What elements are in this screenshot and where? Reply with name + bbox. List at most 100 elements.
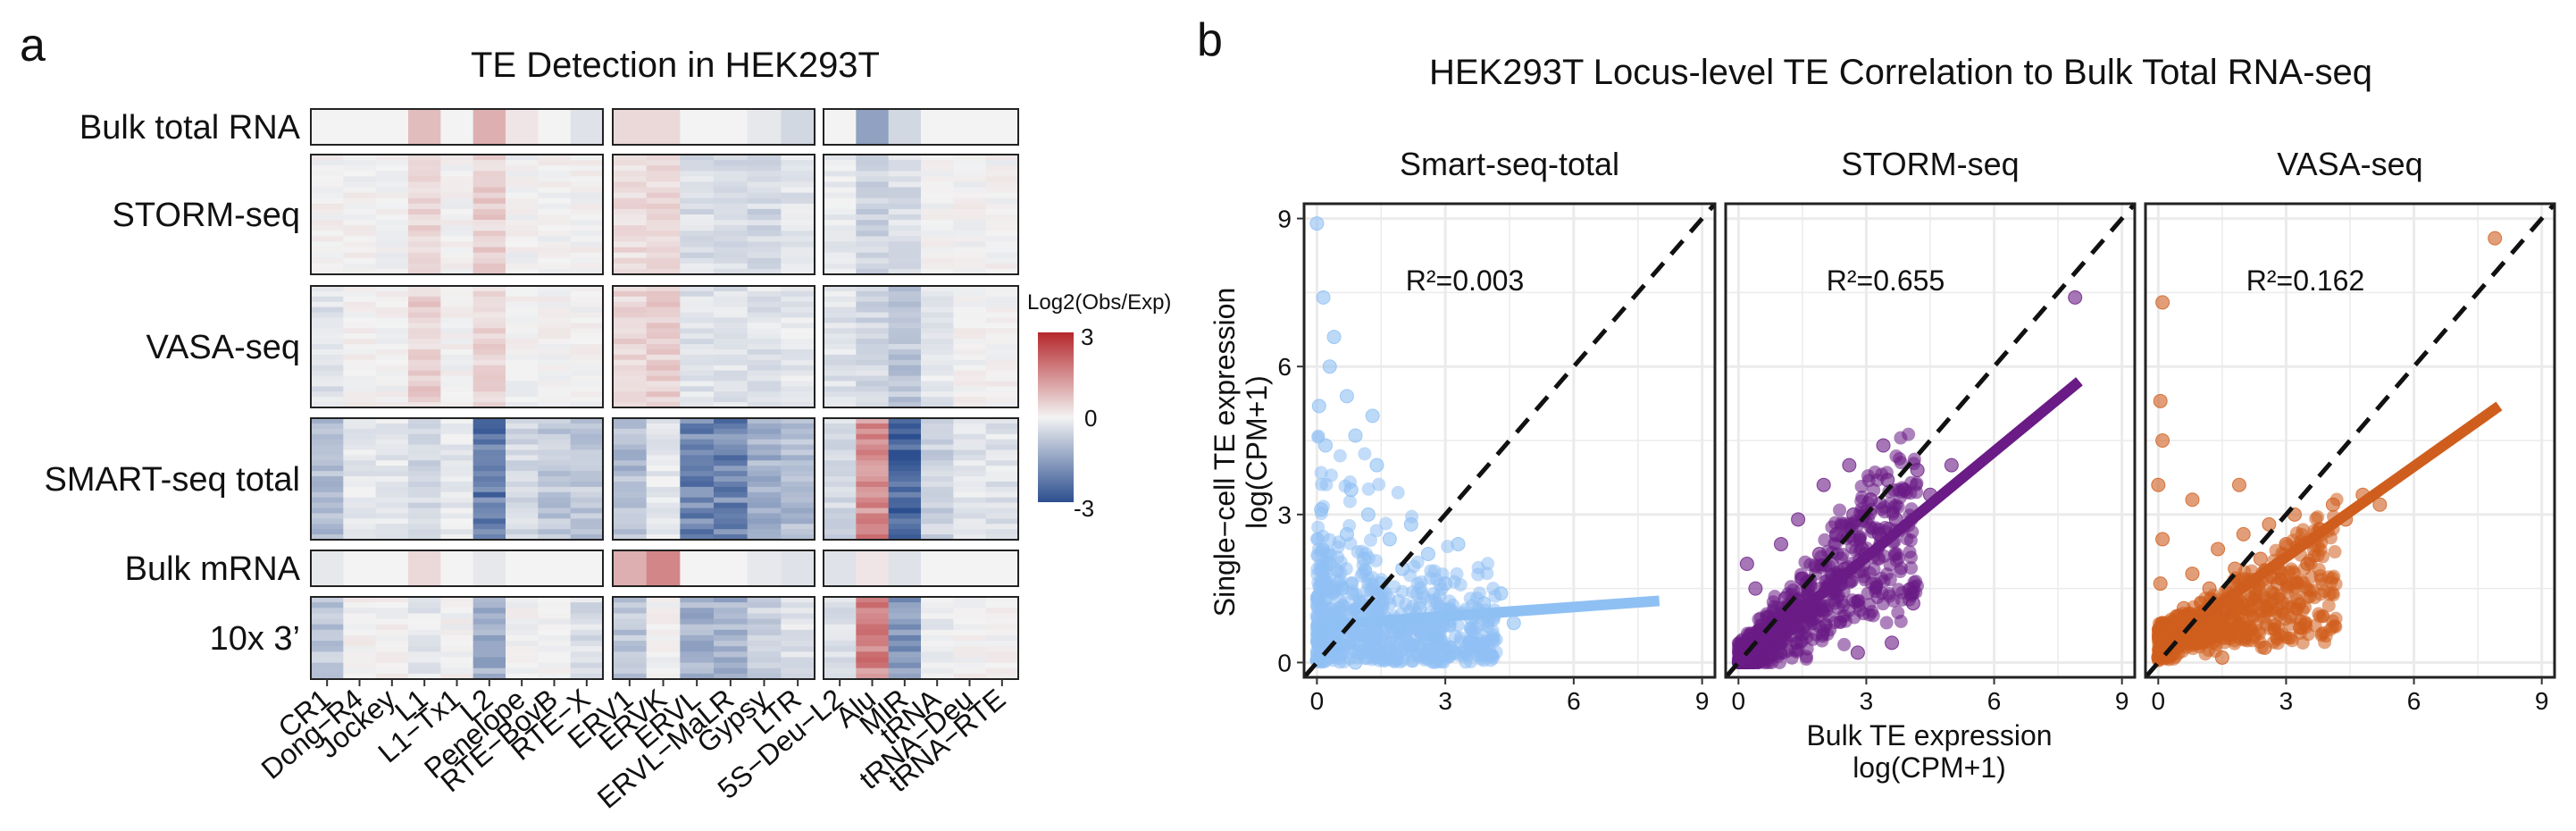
- heatmap-cell-strip: [824, 502, 857, 509]
- heatmap-cell-strip: [921, 402, 954, 408]
- heatmap-cell-strip: [921, 491, 954, 499]
- heatmap-cell-strip: [781, 534, 815, 541]
- heatmap-cell-strip: [440, 236, 474, 242]
- heatmap-cell-strip: [473, 323, 506, 329]
- heatmap-cell-strip: [408, 296, 441, 303]
- heatmap-cell-strip: [408, 214, 441, 221]
- heatmap-cell-strip: [613, 624, 648, 631]
- scatter-point: [1909, 575, 1923, 589]
- heatmap-cell-strip: [781, 344, 815, 350]
- heatmap-cell-strip: [921, 214, 954, 221]
- heatmap-block-border: [823, 550, 1019, 587]
- heatmap-cell-strip: [538, 641, 572, 647]
- heatmap-cell-strip: [985, 171, 1019, 177]
- heatmap-cell-strip: [343, 354, 377, 361]
- heatmap-block-border: [823, 417, 1019, 541]
- scatter-point: [2325, 497, 2340, 512]
- scatter-point: [1382, 532, 1397, 547]
- heatmap-cell-strip: [408, 444, 441, 450]
- heatmap-cell-strip: [343, 263, 377, 270]
- heatmap-cell-strip: [343, 181, 377, 189]
- heatmap-cell-strip: [311, 225, 344, 231]
- heatmap-cell-strip: [440, 481, 474, 488]
- heatmap-cell-strip: [311, 481, 344, 488]
- heatmap-cell-strip: [440, 231, 474, 237]
- heatmap-cell-strip: [824, 433, 857, 441]
- heatmap-cell-strip: [538, 657, 572, 664]
- heatmap-cell-strip: [921, 181, 954, 189]
- heatmap-cell-strip: [747, 328, 782, 334]
- heatmap-cell-strip: [680, 646, 715, 652]
- heatmap-cell-strip: [953, 247, 987, 254]
- heatmap-cell-strip: [888, 231, 922, 237]
- heatmap-cell-strip: [408, 317, 441, 323]
- heatmap-cell-strip: [781, 397, 815, 403]
- heatmap-cell-strip: [538, 618, 572, 625]
- heatmap-cell-strip: [375, 518, 409, 525]
- heatmap-cell-strip: [646, 241, 681, 248]
- heatmap-cell-strip: [613, 187, 648, 194]
- heatmap-cell-strip: [888, 491, 922, 499]
- scatter-point: [1465, 598, 1479, 612]
- heatmap-cell-strip: [311, 323, 344, 329]
- heatmap-cell-strip: [953, 286, 987, 292]
- heatmap-cell-strip: [408, 629, 441, 636]
- heatmap-cell-strip: [888, 339, 922, 345]
- heatmap-cell-strip: [888, 646, 922, 652]
- heatmap-cell-strip: [680, 220, 715, 226]
- heatmap-cell-strip: [375, 365, 409, 372]
- heatmap-cell-strip: [343, 375, 377, 382]
- heatmap-cell-strip: [856, 608, 890, 614]
- heatmap-cell-strip: [985, 203, 1019, 210]
- heatmap-cell-strip: [473, 624, 506, 631]
- scatter-point: [1392, 593, 1406, 608]
- heatmap-cell-strip: [921, 502, 954, 509]
- heatmap-cell-strip: [646, 602, 681, 609]
- heatmap-cell-strip: [506, 257, 539, 264]
- heatmap-cell-strip: [473, 333, 506, 340]
- heatmap-cell-strip: [570, 391, 604, 398]
- heatmap-cell-strip: [440, 187, 474, 194]
- heatmap-cell-strip: [613, 662, 648, 669]
- heatmap-cell-strip: [953, 225, 987, 231]
- heatmap-cell-strip: [646, 634, 681, 642]
- heatmap-cell-strip: [985, 444, 1019, 450]
- heatmap-cell-strip: [781, 312, 815, 318]
- heatmap-cell-strip: [680, 286, 715, 292]
- heatmap-cell-strip: [311, 370, 344, 377]
- heatmap-block-border: [612, 108, 815, 146]
- heatmap-cell-strip: [921, 641, 954, 647]
- heatmap-cell-strip: [888, 534, 922, 541]
- heatmap-cell-strip: [781, 208, 815, 215]
- heatmap-cell-strip: [506, 673, 539, 680]
- heatmap-cell-strip: [781, 365, 815, 372]
- heatmap-cell-strip: [408, 187, 441, 194]
- heatmap-cell-strip: [824, 370, 857, 377]
- scatter-points: [1731, 290, 2083, 669]
- heatmap-cell-strip: [440, 433, 474, 441]
- heatmap-cell-strip: [646, 312, 681, 318]
- heatmap-cell-strip: [888, 386, 922, 392]
- heatmap-cell-strip: [985, 181, 1019, 189]
- heatmap-cell-strip: [714, 673, 749, 680]
- heatmap-cell-strip: [311, 155, 344, 161]
- heatmap-cell-strip: [440, 306, 474, 314]
- heatmap-cell-strip: [714, 624, 749, 631]
- heatmap-cell-strip: [985, 476, 1019, 483]
- heatmap-cell-strip: [506, 513, 539, 519]
- heatmap-cell-strip: [953, 428, 987, 435]
- heatmap-cell-strip: [343, 481, 377, 488]
- heatmap-cell-strip: [888, 428, 922, 435]
- heatmap-block-border: [823, 285, 1019, 408]
- heatmap-cell-strip: [680, 449, 715, 456]
- scatter-panel-title: STORM-seq: [1841, 146, 2019, 182]
- heatmap-cell-strip: [747, 203, 782, 210]
- heatmap-cell-strip: [343, 171, 377, 177]
- heatmap-cell-strip: [824, 613, 857, 620]
- heatmap-cell-strip: [646, 428, 681, 435]
- heatmap-cell-strip: [506, 391, 539, 398]
- scatter-point: [2253, 551, 2268, 567]
- heatmap-cell-strip: [680, 460, 715, 466]
- heatmap-cell-strip: [824, 312, 857, 318]
